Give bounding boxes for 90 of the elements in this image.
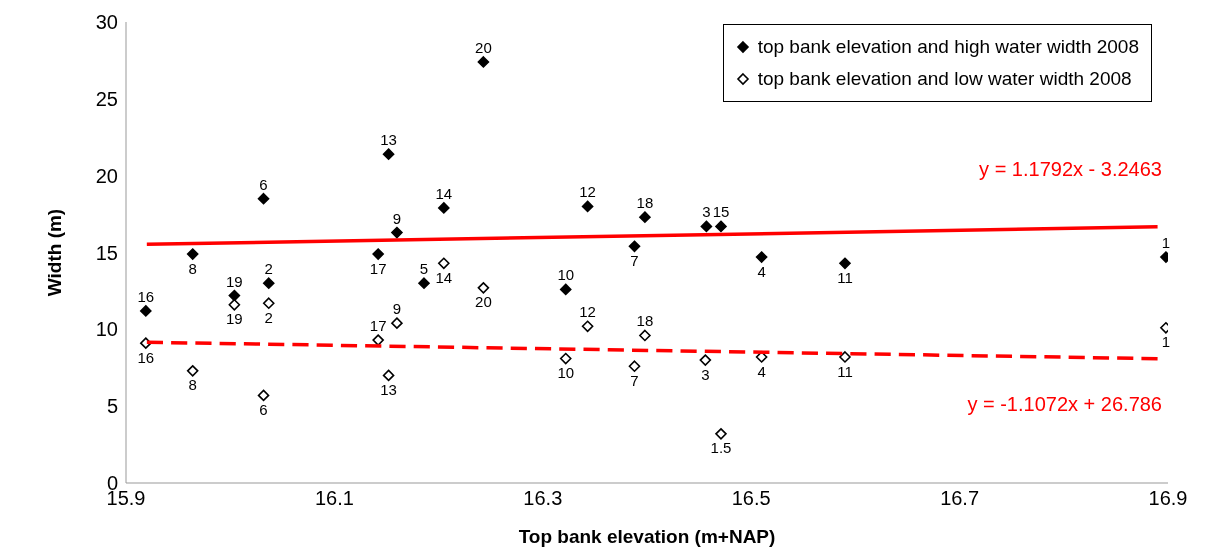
annotation: 3: [701, 365, 710, 383]
annotation: 20: [475, 38, 492, 56]
annotation: 17: [369, 259, 387, 277]
annotation: 16: [137, 287, 155, 305]
annotation: 4: [757, 262, 766, 280]
y-tick-label: 10: [95, 318, 118, 341]
point: [257, 192, 270, 205]
point: [382, 369, 395, 382]
point: [839, 257, 851, 270]
annotation: 1: [1161, 333, 1171, 351]
x-tick-label: 16.1: [314, 487, 354, 510]
annotation: 1.5: [710, 439, 732, 457]
point: [477, 282, 490, 294]
annotation: 19: [226, 310, 243, 328]
annotation: 12: [579, 303, 596, 321]
annotation: 12: [579, 183, 596, 201]
annotation: 14: [435, 184, 453, 202]
point: [628, 360, 641, 373]
point: [839, 351, 851, 363]
y-tick-label: 15: [95, 241, 118, 264]
annotation: 9: [392, 209, 402, 227]
annotation: 20: [475, 293, 492, 311]
point: [755, 251, 768, 263]
point: [559, 283, 572, 296]
point: [391, 317, 403, 329]
point: [438, 257, 450, 270]
annotation: 2: [264, 308, 273, 326]
point: [382, 148, 395, 160]
x-tick-label: 16.7: [940, 487, 980, 510]
point: [438, 202, 450, 214]
y-tick-label: 20: [95, 164, 118, 187]
annotation: 8: [188, 376, 197, 394]
annotation: 2: [264, 260, 273, 278]
annotation: y = -1.1072x + 26.786: [967, 393, 1162, 416]
annotation: 9: [392, 300, 402, 318]
point: [418, 277, 430, 290]
point: [477, 56, 490, 68]
annotation: 6: [259, 175, 268, 193]
point: [581, 200, 594, 213]
point: [715, 220, 727, 233]
x-tick-label: 16.5: [731, 487, 771, 510]
annotation: 6: [259, 401, 268, 419]
point: [140, 305, 152, 317]
point: [700, 220, 713, 233]
annotation: 11: [837, 268, 853, 286]
point: [372, 334, 384, 346]
x-tick-label: 16.9: [1148, 487, 1188, 510]
point: [628, 240, 641, 253]
annotation: 5: [419, 260, 429, 278]
y-tick-label: 25: [95, 87, 118, 110]
point: [715, 428, 727, 440]
annotation: 18: [636, 312, 654, 330]
y-axis-title: Width (m): [43, 208, 65, 297]
point: [262, 297, 275, 310]
annotation: 18: [636, 194, 654, 212]
annotation: 4: [757, 362, 766, 380]
annotation: 13: [380, 131, 397, 149]
annotation: 15: [712, 203, 730, 221]
x-axis-title: Top bank elevation (m+NAP): [518, 526, 776, 547]
annotation: 8: [188, 259, 197, 277]
point: [228, 289, 241, 302]
annotation: 19: [226, 272, 243, 290]
annotation: 17: [369, 317, 387, 335]
annotation: 10: [557, 266, 575, 284]
point: [391, 226, 403, 239]
annotation: 11: [837, 362, 853, 380]
legend-label: top bank elevation and low water width 2008: [757, 67, 1132, 91]
point: [699, 354, 712, 366]
point: [581, 320, 594, 333]
annotation: 1: [1161, 234, 1171, 252]
y-tick-label: 30: [95, 11, 118, 34]
point: [639, 329, 651, 342]
annotation: 3: [702, 203, 711, 221]
x-tick-label: 16.3: [523, 487, 563, 510]
point: [257, 389, 270, 402]
point: [639, 211, 651, 223]
point: [186, 365, 199, 377]
legend-label: top bank elevation and high water width 2008: [757, 35, 1139, 59]
annotation: 14: [435, 268, 453, 286]
annotation: 7: [630, 371, 639, 389]
annotation: 7: [630, 252, 639, 269]
annotation: 13: [380, 381, 397, 399]
point: [559, 352, 572, 365]
annotation: 10: [557, 364, 575, 382]
annotation: y = 1.1792x - 3.2463: [979, 158, 1162, 181]
point: [372, 248, 384, 260]
annotation: 16: [137, 348, 155, 366]
y-tick-label: 5: [106, 395, 118, 418]
point: [186, 248, 199, 260]
point: [262, 277, 275, 290]
